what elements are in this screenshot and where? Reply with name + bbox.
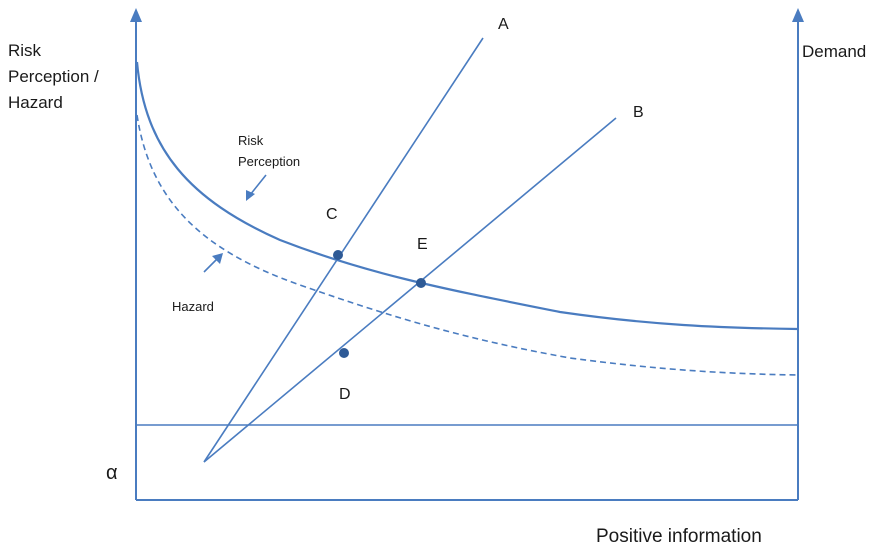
risk-perception-label-line2: Perception: [238, 154, 301, 169]
right-axis-arrow-icon: [792, 8, 804, 22]
risk-perception-curve: [135, 61, 799, 331]
hazard-pointer-head-icon: [212, 253, 223, 264]
x-axis-label: Positive information: [596, 526, 762, 547]
line-a: [203, 37, 484, 463]
y-axis-label-left: Risk Perception / Hazard: [8, 38, 99, 116]
point-c-marker: [333, 250, 343, 260]
y-axis-label-line2: Perception /: [8, 67, 99, 86]
point-e-marker: [416, 278, 426, 288]
risk-perception-label-line1: Risk: [238, 133, 264, 148]
y-axis-label-line3: Hazard: [8, 93, 63, 112]
point-d-marker: [339, 348, 349, 358]
left-axis-arrow-icon: [130, 8, 142, 22]
hazard-label: Hazard: [172, 299, 214, 314]
y-axis-label-right: Demand: [802, 42, 867, 61]
line-b: [203, 117, 617, 463]
point-c-label: C: [326, 206, 338, 223]
risk-pointer-arrow-icon: [249, 174, 267, 196]
alpha-label: α: [106, 462, 118, 484]
point-d-label: D: [339, 386, 351, 403]
y-axis-label-line1: Risk: [8, 41, 42, 60]
point-e-label: E: [417, 236, 428, 253]
point-b-label: B: [633, 104, 644, 121]
hazard-curve: [136, 114, 799, 376]
risk-perception-label: Risk Perception: [238, 130, 300, 172]
risk-pointer-head-icon: [246, 190, 255, 201]
point-a-label: A: [498, 16, 509, 33]
hazard-pointer-arrow-icon: [203, 258, 218, 273]
